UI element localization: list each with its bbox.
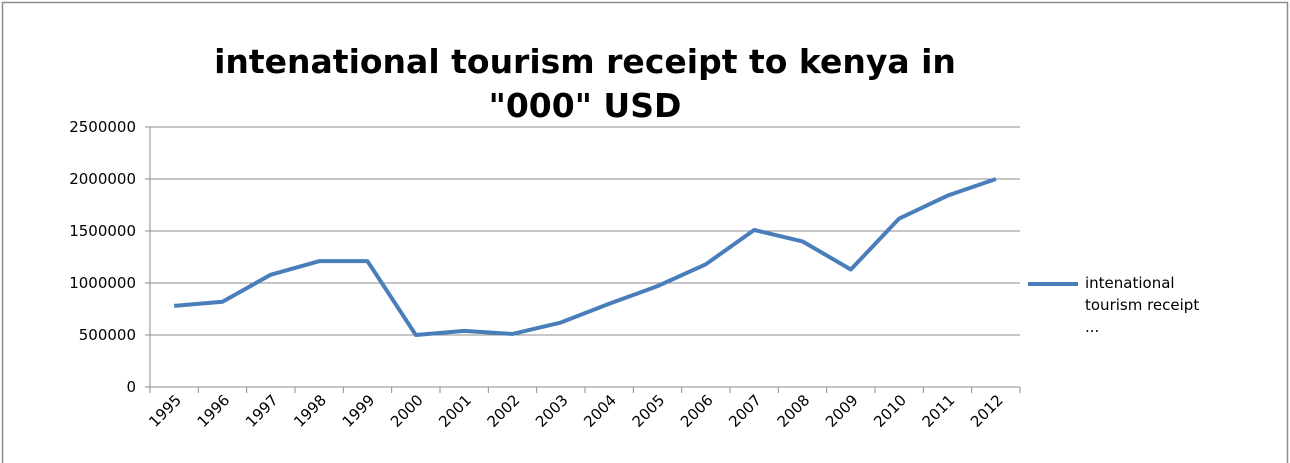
line-series [173,177,997,337]
legend-label: intenational tourism receipt ... [1085,274,1200,336]
y-tick-label: 2000000 [69,170,136,188]
chart-title: intenational tourism receipt to kenya in… [214,42,956,125]
y-tick-label: 500000 [79,326,136,344]
y-tick-label: 1500000 [69,222,136,240]
y-tick-label: 2500000 [69,118,136,136]
y-tick-label: 0 [126,378,136,396]
y-tick-label: 1000000 [69,274,136,292]
